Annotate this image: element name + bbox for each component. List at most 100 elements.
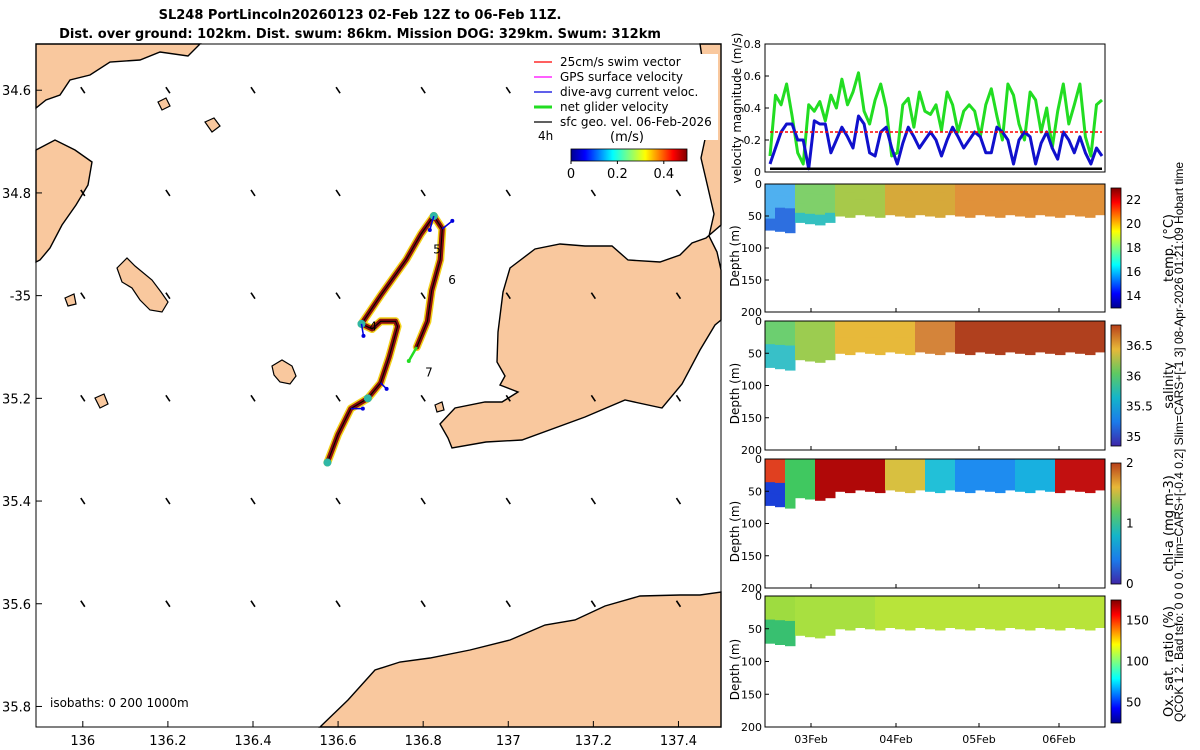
heatmap-cell bbox=[1065, 482, 1076, 491]
heatmap-cell bbox=[785, 459, 796, 472]
heatmap-cell bbox=[875, 184, 886, 193]
heatmap-cell bbox=[955, 612, 966, 622]
heatmap-cell bbox=[785, 471, 796, 485]
qc-side-note: QCOK 1 2. Bad tsfo: 0 0 0 0. Tlim=CARS+[… bbox=[1172, 161, 1186, 722]
colorbar-tick-label: 36.5 bbox=[1126, 339, 1153, 353]
heatmap-cell bbox=[915, 191, 926, 200]
heatmap-cell bbox=[945, 611, 956, 621]
heatmap-cell bbox=[975, 184, 986, 193]
velocity-ylabel: velocity magnitude (m/s) bbox=[730, 33, 744, 184]
heatmap-cell bbox=[1005, 199, 1016, 208]
heatmap-cell bbox=[1055, 329, 1066, 339]
heatmap-cell bbox=[1015, 459, 1026, 468]
heatmap-cell bbox=[835, 200, 846, 209]
heatmap-cell bbox=[945, 466, 956, 475]
heatmap-cell bbox=[1045, 329, 1056, 338]
heatmap-cell bbox=[1075, 459, 1086, 468]
heatmap-cell bbox=[1025, 604, 1036, 614]
day-label: 5 bbox=[433, 242, 441, 256]
heatmap-cell bbox=[765, 607, 776, 621]
heatmap-cell bbox=[1005, 603, 1016, 613]
heatmap-cell bbox=[955, 184, 966, 193]
heatmap-cell bbox=[1005, 328, 1016, 337]
heatmap-cell bbox=[945, 199, 956, 208]
heatmap-cell bbox=[1005, 474, 1016, 483]
heatmap-cell bbox=[1075, 604, 1086, 613]
heatmap-cell bbox=[1085, 200, 1096, 210]
heatmap-cell bbox=[905, 321, 916, 330]
heatmap-cell bbox=[915, 466, 926, 475]
heatmap-cell bbox=[835, 345, 846, 354]
heatmap-cell bbox=[765, 321, 776, 334]
heatmap-cell bbox=[1025, 346, 1036, 356]
map-xtick-label: 137.4 bbox=[660, 734, 697, 749]
heatmap-cell bbox=[765, 459, 776, 472]
heatmap-cell bbox=[805, 213, 816, 225]
heatmap-cell bbox=[1005, 207, 1016, 216]
land-bottom bbox=[318, 591, 722, 728]
time-tick-label: 03Feb bbox=[794, 733, 827, 746]
heatmap-cell bbox=[855, 466, 866, 475]
heatmap-cell bbox=[865, 208, 876, 217]
depth-tick-label: 100 bbox=[741, 380, 762, 393]
heatmap-cell bbox=[775, 344, 786, 358]
heatmap-cell bbox=[995, 321, 1006, 330]
colorbar-tick-label: 50 bbox=[1126, 696, 1141, 710]
heatmap-cell bbox=[785, 321, 796, 334]
heatmap-cell bbox=[1055, 184, 1066, 193]
heatmap-cell bbox=[1045, 321, 1056, 330]
heatmap-cell bbox=[985, 329, 996, 338]
heatmap-cell bbox=[845, 192, 856, 202]
heatmap-cell bbox=[845, 604, 856, 614]
heatmap-cell bbox=[1015, 192, 1026, 201]
heatmap-cell bbox=[955, 620, 966, 630]
heatmap-cell bbox=[925, 483, 936, 492]
geo-velocity-arrow bbox=[80, 86, 86, 94]
heatmap-cell bbox=[785, 633, 796, 647]
heatmap-cell bbox=[1095, 336, 1106, 345]
heatmap-cell bbox=[905, 209, 916, 218]
colorbar-tick-label: 0 bbox=[1126, 577, 1134, 591]
track-map: 4 5 6 7 136 136.2 136.4 136.6 136.8 137 137.2 137.… bbox=[2, 43, 722, 749]
waypoint-marker bbox=[363, 394, 372, 403]
heatmap-cell bbox=[815, 331, 826, 343]
heatmap-cell bbox=[1005, 321, 1016, 330]
heatmap-cell bbox=[1095, 344, 1106, 353]
heatmap-cell bbox=[795, 193, 806, 204]
velocity-ytick-label: 0 bbox=[754, 166, 761, 179]
heatmap-cell bbox=[1035, 321, 1046, 330]
heatmap-cell bbox=[845, 621, 856, 631]
heatmap-cell bbox=[1015, 475, 1026, 484]
heatmap-cell bbox=[795, 605, 806, 617]
depth-tick-label: 200 bbox=[741, 582, 762, 595]
land-top-right bbox=[439, 43, 722, 449]
heatmap-cell bbox=[985, 612, 996, 622]
heatmap-cell bbox=[965, 200, 976, 210]
colorbar-title: salinity bbox=[1162, 362, 1177, 409]
heatmap-cell bbox=[1045, 483, 1056, 492]
heatmap-cell bbox=[815, 627, 826, 639]
heatmap-cell bbox=[845, 184, 856, 193]
heatmap-cell bbox=[835, 192, 846, 201]
heatmap-cell bbox=[885, 596, 896, 605]
heatmap-cell bbox=[765, 596, 776, 609]
heatmap-cell bbox=[765, 195, 776, 208]
heatmap-cell bbox=[835, 184, 846, 193]
heatmap-cell bbox=[905, 184, 916, 193]
geo-velocity-arrow bbox=[80, 292, 86, 300]
heatmap-cell bbox=[995, 337, 1006, 347]
heatmap-oxygen: 0 50 100 150 200 Depth (m) 50 100 150 Ox. sat. ra… bbox=[728, 590, 1177, 746]
heatmap-cell bbox=[955, 208, 966, 217]
heatmap-cell bbox=[825, 605, 836, 617]
geo-velocity-arrow bbox=[335, 189, 341, 197]
heatmap-cell bbox=[805, 331, 816, 342]
heatmap-cell bbox=[835, 321, 846, 330]
heatmap-cell bbox=[1095, 207, 1106, 216]
heatmap-cell bbox=[865, 192, 876, 201]
legend-entry: sfc geo. vel. 06-Feb-2026 bbox=[560, 115, 712, 129]
heatmap-cell bbox=[805, 321, 816, 332]
depth-tick-label: 100 bbox=[741, 242, 762, 255]
heatmap-cell bbox=[785, 596, 796, 609]
heatmap-cell bbox=[985, 620, 996, 630]
heatmap-cell bbox=[905, 200, 916, 210]
